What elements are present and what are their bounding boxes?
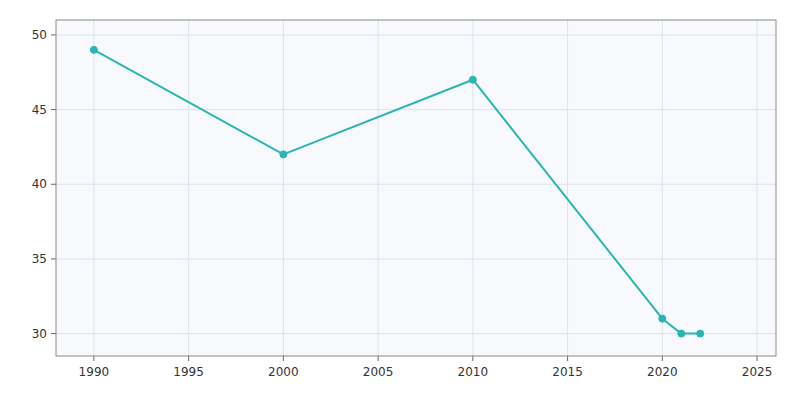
point [659, 315, 666, 322]
x-grid-line [378, 20, 379, 356]
x-grid-line [567, 20, 568, 356]
y-grid-line [56, 34, 776, 35]
y-tick-label: 35 [32, 252, 47, 266]
x-tick-label: 2015 [552, 365, 583, 379]
y-tick-label: 45 [32, 103, 47, 117]
y-tick [51, 333, 56, 334]
y-tick-label: 30 [32, 327, 47, 341]
x-tick [757, 356, 758, 361]
y-grid-line [56, 258, 776, 259]
x-tick-label: 2005 [363, 365, 394, 379]
x-grid-line [93, 20, 94, 356]
x-tick-label: 2020 [647, 365, 678, 379]
chart-container: 1990 1995 2000 2005 2010 2015 2020 2025 30 35 40 45… [0, 0, 800, 400]
plot-frame [56, 20, 776, 356]
x-grid-line [188, 20, 189, 356]
y-tick [51, 109, 56, 110]
series [90, 46, 703, 337]
chart: 1990 1995 2000 2005 2010 2015 2020 2025 30 35 40 45… [0, 0, 800, 400]
x-grid-line [757, 20, 758, 356]
x-grid-line [662, 20, 663, 356]
y-grid-line [56, 109, 776, 110]
y-tick [51, 184, 56, 185]
line [94, 50, 700, 334]
x-tick [567, 356, 568, 361]
y-tick [51, 34, 56, 35]
x-tick [283, 356, 284, 361]
x-tick [93, 356, 94, 361]
y-grid-line [56, 184, 776, 185]
x-tick-label: 1990 [79, 365, 110, 379]
x-tick-label: 2010 [458, 365, 489, 379]
point [678, 330, 685, 337]
x-grid-line [283, 20, 284, 356]
x-tick-label: 1995 [173, 365, 204, 379]
tick-labels: 1990 1995 2000 2005 2010 2015 2020 2025 30 35 40 45… [32, 28, 773, 379]
y-tick-label: 40 [32, 177, 47, 191]
point [469, 76, 476, 83]
y-tick [51, 258, 56, 259]
x-tick [662, 356, 663, 361]
point [90, 46, 97, 53]
plot-background [56, 20, 776, 356]
point [697, 330, 704, 337]
y-grid-line [56, 333, 776, 334]
x-tick [472, 356, 473, 361]
point [280, 151, 287, 158]
x-tick [378, 356, 379, 361]
x-tick-label: 2000 [268, 365, 299, 379]
y-tick-label: 50 [32, 28, 47, 42]
x-tick-label: 2025 [742, 365, 773, 379]
x-tick [188, 356, 189, 361]
x-grid-line [472, 20, 473, 356]
grid [56, 20, 776, 356]
